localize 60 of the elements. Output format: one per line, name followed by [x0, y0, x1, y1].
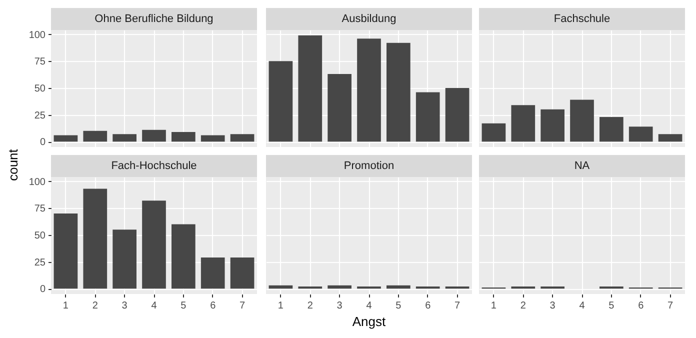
x-tick-label: 2: [307, 300, 314, 312]
bar: [416, 92, 440, 142]
x-tick-label: 3: [550, 300, 556, 312]
bar: [142, 200, 166, 289]
y-tick-label: 25: [34, 257, 46, 268]
chart-title: NA: [479, 155, 685, 177]
y-axis-title: count: [6, 149, 20, 181]
bar: [540, 109, 564, 142]
chart-title: Fachschule: [479, 8, 685, 30]
bar: [328, 74, 352, 142]
bar: [54, 213, 78, 289]
x-tick-label: 1: [278, 300, 284, 312]
chart-title: Ausbildung: [266, 8, 472, 30]
bar: [482, 123, 506, 142]
chart-title: Promotion: [266, 155, 472, 177]
bar: [600, 116, 624, 142]
x-tick-label: 1: [62, 300, 69, 312]
bar: [268, 61, 293, 142]
x-tick-label: 7: [240, 300, 246, 312]
bar: [112, 230, 136, 289]
x-tick-label: 2: [92, 300, 98, 312]
bar: [386, 42, 410, 142]
x-tick-label: 5: [180, 300, 187, 312]
x-tick-label: 1: [490, 300, 497, 312]
y-tick-label: 25: [34, 110, 46, 122]
x-tick-label: 5: [608, 300, 615, 312]
y-tick-label: 100: [28, 30, 46, 41]
y-tick-label: 100: [28, 176, 46, 188]
bar: [628, 126, 653, 142]
bar: [172, 224, 196, 289]
x-tick-label: 4: [579, 300, 586, 312]
chart-title: Fach-Hochschule: [51, 155, 257, 177]
x-axis-title: Angst: [352, 314, 386, 329]
x-tick-label: 3: [336, 300, 343, 312]
x-tick-label: 4: [151, 300, 158, 312]
x-tick-label: 7: [668, 300, 674, 312]
bar: [200, 258, 225, 289]
y-tick-label: 75: [34, 204, 46, 215]
bar: [511, 105, 536, 142]
x-tick-label: 3: [122, 300, 128, 312]
y-tick-label: 0: [40, 284, 46, 296]
x-tick-label: 5: [396, 300, 402, 312]
x-tick-label: 6: [638, 300, 644, 312]
bar: [357, 38, 381, 142]
y-tick-label: 50: [34, 83, 46, 94]
y-tick-label: 50: [34, 230, 46, 242]
bar: [298, 35, 322, 142]
bar: [570, 100, 594, 142]
x-tick-label: 4: [366, 300, 372, 312]
bar: [445, 88, 470, 142]
x-tick-label: 2: [520, 300, 526, 312]
x-tick-label: 6: [425, 300, 432, 312]
bar: [230, 258, 254, 289]
bar: [83, 188, 108, 289]
bar: [658, 134, 682, 142]
y-tick-label: 75: [34, 56, 46, 68]
y-tick-label: 0: [40, 137, 46, 148]
x-tick-label: 6: [210, 300, 216, 312]
chart-title: Ohne Berufliche Bildung: [51, 8, 257, 30]
x-tick-label: 7: [454, 300, 461, 312]
